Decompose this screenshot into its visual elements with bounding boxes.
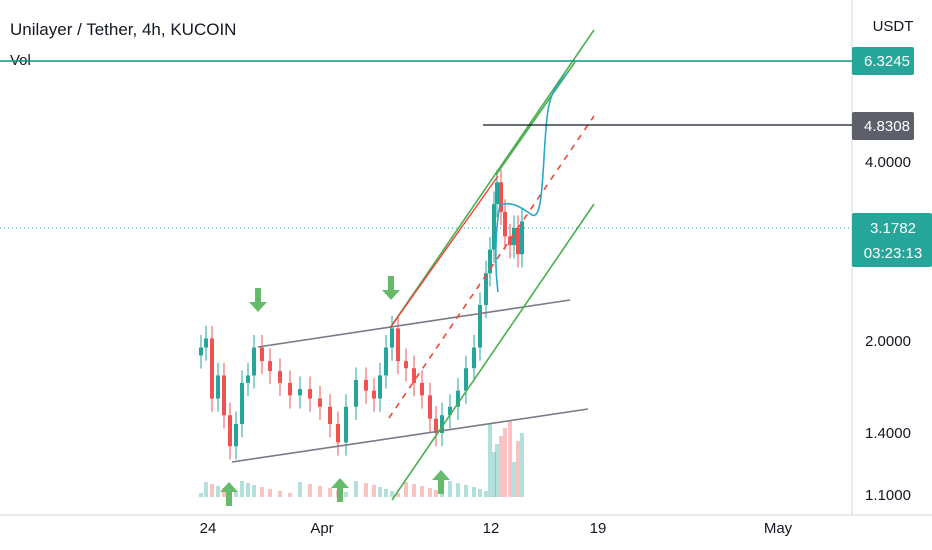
y-tick-label: 4.0000: [865, 154, 911, 171]
time-axis-ticks: 24 Apr 12 19 May: [200, 520, 793, 537]
drawings: [231, 29, 852, 501]
channel-upper-line: [257, 299, 571, 348]
target-badge-text: 6.3245: [864, 53, 910, 70]
countdown-text: 03:23:13: [864, 245, 922, 262]
candles: [199, 169, 524, 460]
y-tick-label: 2.0000: [865, 333, 911, 350]
y-tick-label: 1.1000: [865, 487, 911, 504]
x-tick-label: May: [764, 520, 793, 537]
x-tick-label: Apr: [310, 520, 333, 537]
last-price-badge: 3.1782 03:23:13: [852, 213, 932, 267]
target-badge: 6.3245: [852, 47, 914, 75]
x-tick-label: 19: [590, 520, 607, 537]
arrow-up-2: [331, 478, 349, 502]
volume-bars: [199, 420, 524, 497]
x-tick-label: 24: [200, 520, 217, 537]
channel-lower-line: [231, 408, 589, 463]
y-tick-label: 1.4000: [865, 425, 911, 442]
projection-path: [499, 71, 569, 216]
arrow-down-2: [382, 276, 400, 300]
last-price-text: 3.1782: [870, 220, 916, 237]
arrow-up-3: [432, 470, 450, 494]
projection-wick: [495, 204, 501, 293]
arrow-up-1: [220, 482, 238, 506]
axis-currency: USDT: [873, 18, 914, 35]
rising-channel-lower: [391, 203, 595, 501]
resistance-badge: 4.8308: [852, 112, 914, 140]
rising-channel-upper: [389, 29, 595, 329]
chart-title: Unilayer / Tether, 4h, KUCOIN: [10, 20, 237, 39]
x-tick-label: 12: [483, 520, 500, 537]
trend-red-dashed: [388, 115, 595, 419]
resistance-badge-text: 4.8308: [864, 118, 910, 135]
arrow-down-1: [249, 288, 267, 312]
trend-red-line: [389, 175, 499, 329]
